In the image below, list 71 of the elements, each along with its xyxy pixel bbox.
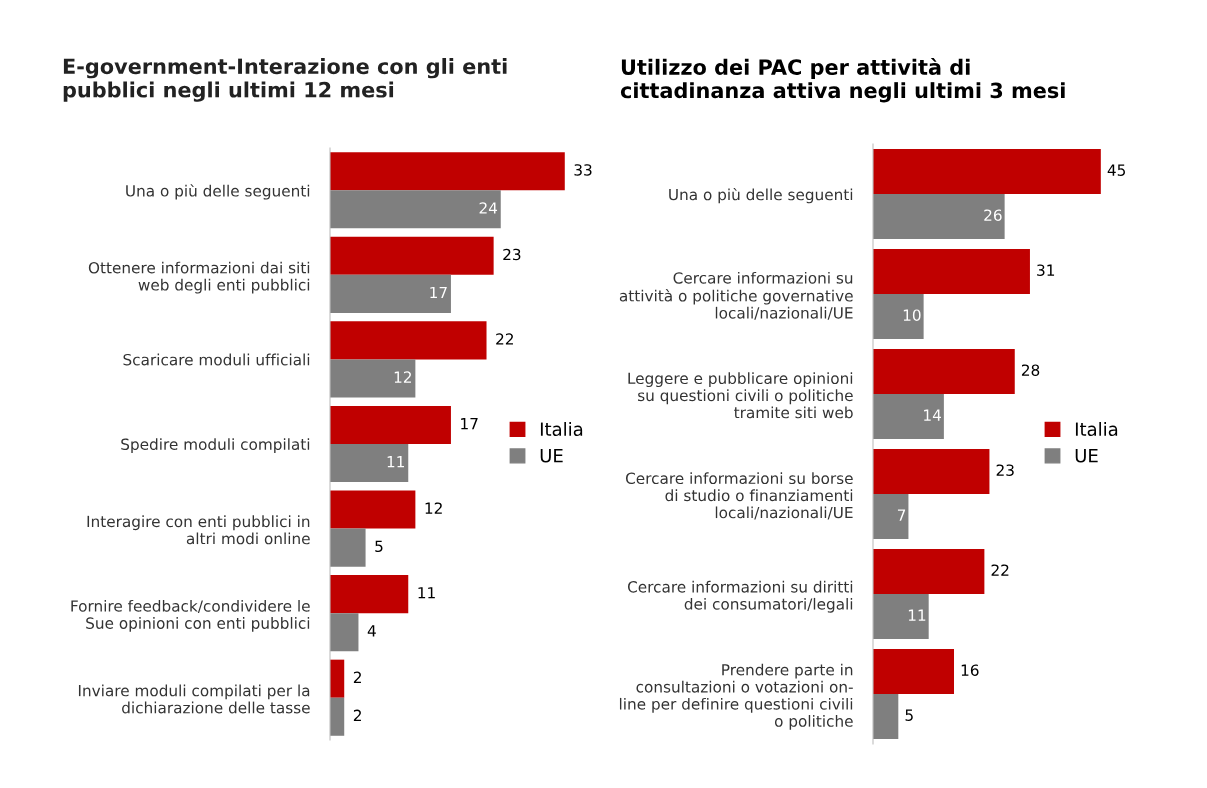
- y-tick-label: Leggere e pubblicare opinioni su questioni civili o politiche tramite siti web: [628, 372, 853, 419]
- data-label: 24: [479, 202, 498, 214]
- data-label: 16: [961, 664, 979, 676]
- data-label: 4: [367, 625, 376, 637]
- bar: [330, 528, 366, 567]
- data-label: 14: [924, 409, 941, 421]
- bar: [873, 449, 990, 494]
- data-label: 33: [574, 164, 592, 176]
- bar: [330, 490, 416, 529]
- bar: [330, 659, 345, 698]
- bar: [873, 249, 1030, 294]
- bar: [873, 694, 899, 739]
- y-tick-label: Ottenere informazioni dai siti web degli enti pubblici: [88, 261, 310, 294]
- data-label: 5: [375, 540, 383, 553]
- bar: [873, 394, 944, 439]
- y-tick-label: Cercare informazioni su borse di studio o finanziamenti locali/nazionali/UE: [625, 472, 853, 520]
- data-label: 12: [394, 371, 411, 383]
- bar: [873, 494, 909, 539]
- data-label: 5: [905, 709, 913, 721]
- bar: [873, 349, 1015, 394]
- data-label: 17: [461, 418, 478, 430]
- bar: [330, 236, 494, 275]
- y-tick-label: Inviare moduli compilati per la dichiarazione delle tasse: [78, 684, 310, 714]
- data-label: 11: [387, 456, 404, 468]
- y-tick-label: Spedire moduli compilati: [121, 438, 310, 453]
- chart-title: E-government-Interazione con gli enti pubblici negli ultimi 12 mesi: [63, 58, 507, 102]
- data-label: 45: [1107, 164, 1126, 176]
- bar: [330, 274, 451, 313]
- data-label: 22: [991, 564, 1009, 576]
- bar: [873, 194, 1005, 239]
- bar: [330, 613, 359, 652]
- legend-label: UE: [1075, 449, 1098, 463]
- y-tick-label: Una o più delle seguenti: [669, 187, 853, 204]
- bar: [873, 594, 929, 639]
- data-label: 7: [897, 509, 906, 521]
- legend-label: Italia: [1075, 422, 1118, 436]
- y-tick-label: Scaricare moduli ufficiali: [123, 353, 310, 366]
- data-label: 2: [353, 671, 361, 683]
- y-tick-label: Interagire con enti pubblici in altri modi online: [87, 515, 310, 545]
- bar: [330, 359, 416, 398]
- data-label: 22: [496, 333, 513, 345]
- bar: [330, 444, 409, 483]
- legend-label: Italia: [540, 422, 583, 436]
- bar: [330, 575, 409, 614]
- data-label: 10: [903, 309, 921, 321]
- data-label: 11: [418, 587, 435, 599]
- y-tick-label: Fornire feedback/condividere le Sue opinioni con enti pubblici: [71, 599, 310, 632]
- data-label: 23: [503, 248, 521, 261]
- bar: [873, 549, 985, 594]
- bar: [330, 152, 565, 191]
- y-tick-label: Una o più delle seguenti: [126, 184, 310, 200]
- bar: [330, 697, 345, 736]
- chart-title: Utilizzo dei PAC per attività di cittadinanza attiva negli ultimi 3 mesi: [620, 58, 1065, 103]
- bar: [330, 321, 487, 360]
- data-label: 23: [996, 464, 1014, 476]
- data-label: 31: [1037, 264, 1055, 276]
- y-tick-label: Cercare informazioni su attività o politiche governative locali/nazionali/UE: [619, 271, 853, 320]
- data-label: 17: [430, 286, 447, 299]
- bar: [873, 649, 954, 694]
- bar: [873, 149, 1101, 194]
- y-tick-label: Prendere parte in consultazioni o votazioni on- line per definire questioni civili o politiche: [619, 663, 853, 730]
- bar: [330, 405, 451, 444]
- bar: [873, 294, 924, 339]
- data-label: 2: [353, 709, 361, 721]
- data-label: 11: [908, 609, 926, 621]
- data-label: 12: [425, 502, 442, 514]
- data-label: 28: [1021, 364, 1040, 376]
- data-label: 26: [984, 209, 1002, 221]
- y-tick-label: Cercare informazioni su diritti dei consumatori/legali: [627, 580, 853, 613]
- legend-label: UE: [540, 449, 563, 463]
- bar: [330, 190, 501, 229]
